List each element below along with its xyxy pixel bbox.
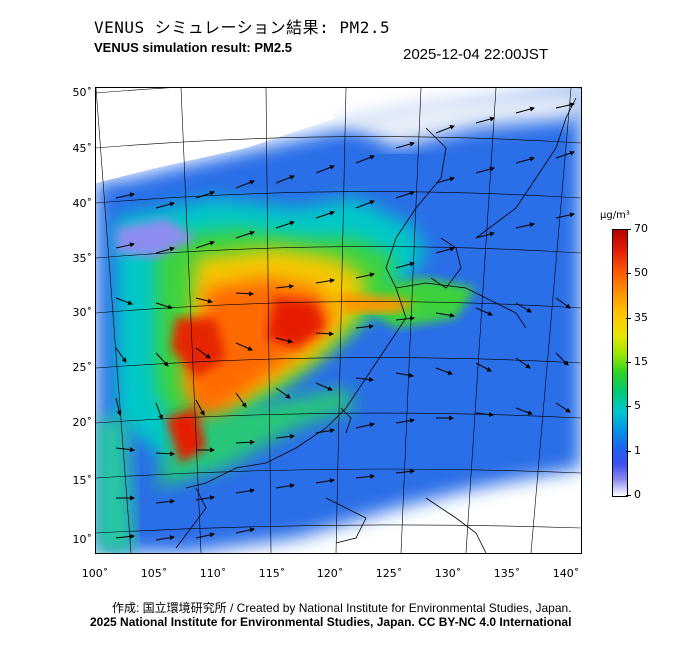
wind-arrows <box>115 102 575 541</box>
colorbar-tick <box>626 451 631 452</box>
colorbar-tick <box>626 406 631 407</box>
colorbar-label-50: 50 <box>634 266 648 279</box>
colorbar-tick <box>626 362 631 363</box>
colorbar-unit: μg/m³ <box>600 210 630 221</box>
colorbar-label-5: 5 <box>634 399 641 412</box>
lon-label-135: 135˚ <box>493 567 521 580</box>
lon-label-120: 120˚ <box>316 567 344 580</box>
title-japanese: VENUS シミュレーション結果: PM2.5 <box>94 18 391 37</box>
lon-label-105: 105˚ <box>140 567 168 580</box>
colorbar-label-15: 15 <box>634 355 648 368</box>
lat-label-10: 10˚ <box>72 533 93 546</box>
lon-label-100: 100˚ <box>81 567 109 580</box>
lon-label-140: 140˚ <box>552 567 580 580</box>
lat-label-35: 35˚ <box>72 252 93 265</box>
lat-label-50: 50˚ <box>72 86 93 99</box>
lat-label-25: 25˚ <box>72 361 93 374</box>
lat-label-20: 20˚ <box>72 416 93 429</box>
colorbar-label-0: 0 <box>634 488 641 501</box>
colorbar-label-70: 70 <box>634 222 648 235</box>
copyright-text: 2025 National Institute for Environmenta… <box>90 615 572 629</box>
lon-label-115: 115˚ <box>258 567 286 580</box>
colorbar-tick <box>626 229 631 230</box>
map-svg <box>96 88 581 553</box>
lat-label-30: 30˚ <box>72 306 93 319</box>
colorbar-tick <box>626 273 631 274</box>
lon-label-130: 130˚ <box>434 567 462 580</box>
lat-label-40: 40˚ <box>72 197 93 210</box>
lat-label-15: 15˚ <box>72 474 93 487</box>
colorbar-label-35: 35 <box>634 311 648 324</box>
credit-text: 作成: 国立環境研究所 / Created by National Instit… <box>112 601 572 615</box>
concentration-field <box>96 88 581 553</box>
colorbar-label-1: 1 <box>634 444 641 457</box>
graticule <box>96 88 581 553</box>
coastlines <box>175 97 577 553</box>
title-english: VENUS simulation result: PM2.5 <box>94 40 292 55</box>
colorbar <box>612 229 628 497</box>
colorbar-tick <box>626 318 631 319</box>
colorbar-tick <box>626 495 631 496</box>
pm25-map[interactable] <box>95 87 582 554</box>
lon-label-125: 125˚ <box>375 567 403 580</box>
lat-label-45: 45˚ <box>72 142 93 155</box>
lon-label-110: 110˚ <box>199 567 227 580</box>
timestamp: 2025-12-04 22:00JST <box>403 46 549 63</box>
